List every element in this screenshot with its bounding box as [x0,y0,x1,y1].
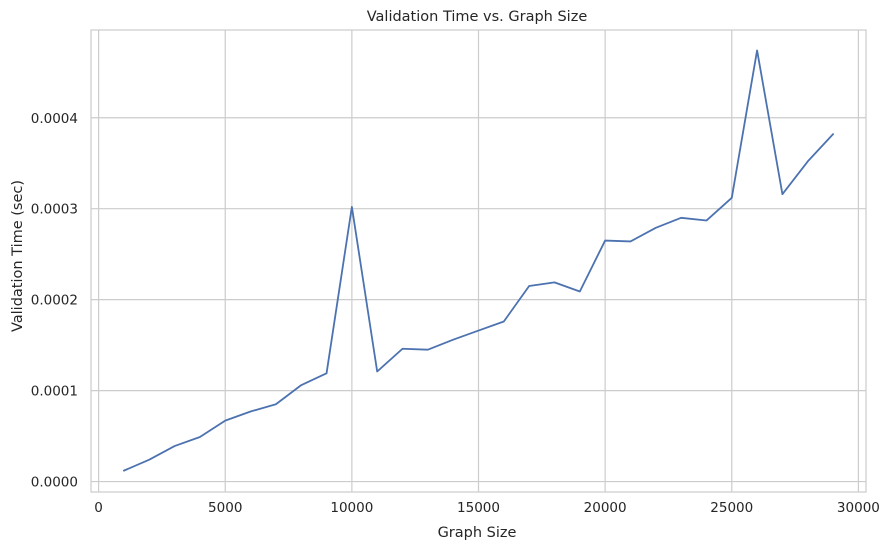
y-tick-label: 0.0004 [31,111,78,127]
x-axis-label: Graph Size [438,525,517,541]
y-tick-label: 0.0002 [31,293,78,309]
x-tick-label: 10000 [330,500,373,516]
x-gridlines [97,30,860,492]
x-tick-label: 30000 [837,500,880,516]
chart-title: Validation Time vs. Graph Size [367,9,588,25]
y-tick-label: 0.0000 [31,475,78,491]
series-line [123,49,834,472]
x-tick-label: 25000 [710,500,753,516]
y-axis-label: Validation Time (sec) [10,180,26,332]
plot-area [90,29,867,493]
x-tick-label: 0 [94,500,103,516]
y-gridlines [91,117,866,483]
y-tick-label: 0.0001 [31,384,78,400]
x-tick-label: 20000 [584,500,627,516]
x-tick-label: 15000 [457,500,500,516]
y-tick-labels: 0.0000 0.0001 0.0002 0.0003 0.0004 [31,111,78,491]
x-tick-labels: 0 5000 10000 15000 20000 25000 30000 [94,500,880,516]
x-tick-label: 5000 [208,500,242,516]
y-tick-label: 0.0003 [31,202,78,218]
